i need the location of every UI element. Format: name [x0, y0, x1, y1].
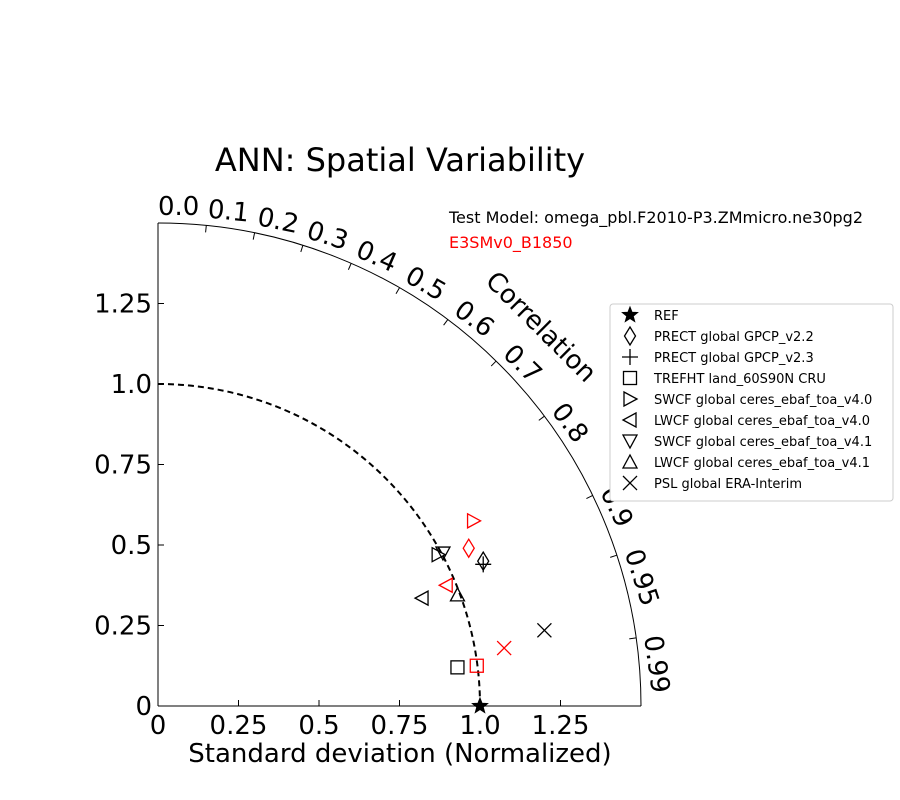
x-tick-label: 0	[150, 711, 167, 741]
legend-marker-plus	[622, 349, 638, 365]
legend-label: PRECT global GPCP_v2.2	[654, 330, 814, 345]
legend-marker-triangle-right	[623, 390, 639, 408]
data-point-test-x	[536, 622, 552, 638]
corr-tick-mark	[490, 360, 497, 367]
x-tick-label: 1.25	[532, 711, 590, 741]
data-point-test-triangle-up	[449, 586, 466, 602]
corr-tick-mark	[300, 245, 304, 253]
legend: REF PRECT global GPCP_v2.2 PRECT global GP…	[609, 303, 894, 502]
reference-std-arc	[157, 383, 481, 707]
legend-marker-thin-diamond	[623, 325, 637, 347]
legend-marker-square	[622, 370, 638, 386]
legend-marker-triangle-down	[621, 434, 639, 450]
corr-tick-mark	[538, 415, 545, 421]
legend-marker-star	[621, 305, 639, 323]
data-point-test-plus	[475, 556, 492, 573]
legend-marker-x	[622, 475, 638, 491]
legend-label: TREFHT land_60S90N CRU	[653, 372, 826, 387]
legend-marker-triangle-up	[621, 453, 639, 469]
legend-label: REF	[654, 309, 679, 324]
x-tick-label: 0.25	[210, 711, 268, 741]
corr-tick-label: 0.4	[352, 235, 402, 279]
corr-tick-mark	[252, 232, 256, 240]
data-point-ref-square	[469, 658, 484, 673]
chart-title: ANN: Spatial Variability	[215, 141, 585, 179]
data-point-ref-thin-diamond	[462, 537, 475, 559]
data-point-ref-x	[496, 640, 512, 656]
data-point-test-triangle-down	[434, 546, 452, 562]
corr-tick-mark	[347, 263, 352, 270]
corr-tick-label: 0.6	[448, 295, 499, 344]
data-point-ref-triangle-left	[437, 577, 453, 594]
x-tick-label: 1.0	[459, 711, 500, 741]
corr-tick-label: 0.99	[637, 633, 675, 695]
x-axis-label: Standard deviation (Normalized)	[188, 739, 611, 769]
legend-box	[609, 303, 894, 502]
y-tick-label: 0.25	[94, 612, 152, 642]
legend-label: SWCF global ceres_ebaf_toa_v4.1	[654, 435, 872, 450]
corr-tick-label: 0.5	[400, 261, 451, 308]
y-tick-label: 1.25	[94, 290, 152, 320]
y-tick-label: 1.0	[111, 370, 152, 400]
corr-tick-label: 0.95	[618, 546, 665, 610]
legend-marker-triangle-left	[621, 411, 637, 429]
corr-tick-mark	[629, 637, 637, 640]
data-point-test-square	[450, 660, 465, 675]
corr-tick-mark	[610, 554, 618, 558]
legend-label: LWCF global ceres_ebaf_toa_v4.0	[654, 414, 870, 429]
legend-label: PRECT global GPCP_v2.3	[654, 351, 814, 366]
ref-model-label: E3SMv0_B1850	[449, 233, 573, 253]
data-point-test-triangle-left	[413, 590, 429, 607]
y-tick-label: 0	[135, 692, 152, 722]
corr-tick-mark	[586, 495, 593, 499]
legend-label: SWCF global ceres_ebaf_toa_v4.0	[654, 393, 872, 408]
test-model-label: Test Model: omega_pbl.F2010-P3.ZMmicro.n…	[448, 208, 863, 228]
outer-arc	[157, 222, 642, 707]
corr-tick-mark	[443, 319, 449, 326]
corr-tick-mark	[395, 287, 400, 295]
corr-tick-label: 0.3	[303, 216, 351, 257]
y-tick-label: 0.75	[94, 451, 152, 481]
data-point-test-star	[471, 696, 489, 714]
marker-layer	[413, 512, 552, 714]
corr-tick-label: 0.8	[545, 398, 594, 449]
axes-layer: 0 0.25 0.5 0.75 1.0 1.25 0 0.25 0.5 0.75 1.0 1.25 0.…	[94, 192, 675, 741]
corr-tick-mark	[205, 225, 207, 233]
legend-label: PSL global ERA-Interim	[654, 477, 802, 492]
corr-tick-label: 0.0	[158, 192, 199, 222]
x-tick-label: 0.5	[298, 711, 339, 741]
x-tick-label: 0.75	[371, 711, 429, 741]
legend-label: LWCF global ceres_ebaf_toa_v4.1	[654, 456, 870, 471]
y-tick-label: 0.5	[111, 531, 152, 561]
data-point-ref-triangle-right	[466, 512, 482, 529]
corr-tick-label: 0.1	[206, 195, 250, 229]
